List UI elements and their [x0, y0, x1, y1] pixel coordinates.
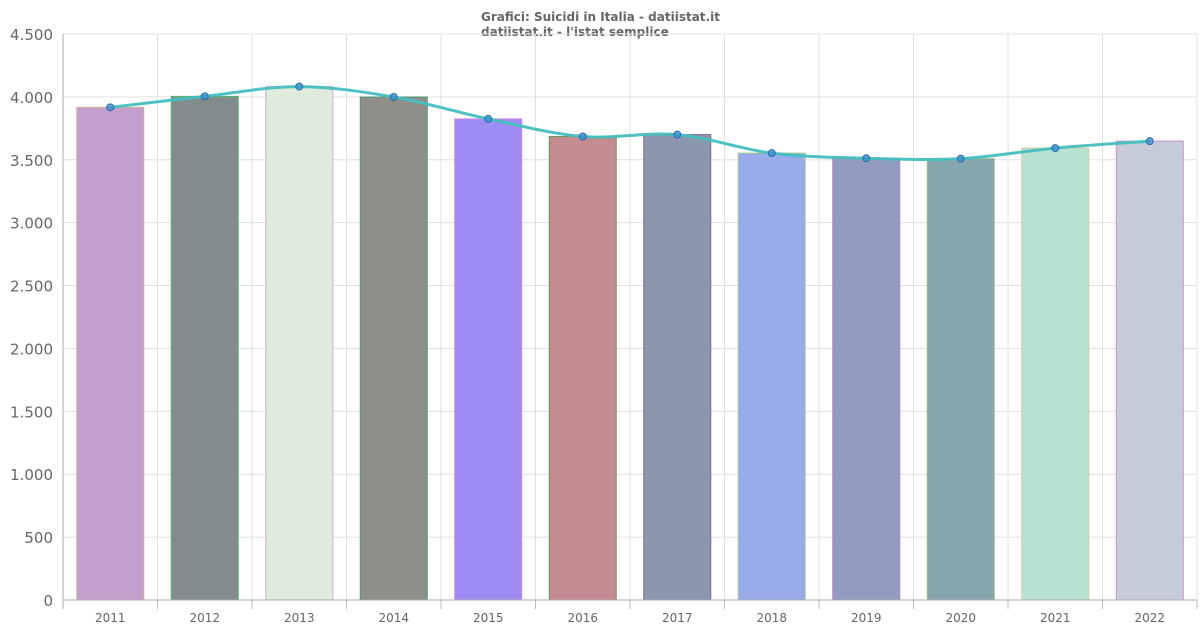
data-point-2020: [956, 154, 965, 163]
data-point-2015: [484, 114, 493, 123]
x-tick-label: 2015: [473, 611, 504, 625]
bar-2019: [832, 157, 901, 601]
bar-2016: [548, 136, 617, 601]
x-tick-label: 2017: [662, 611, 693, 625]
data-point-2018: [767, 149, 776, 158]
x-tick-label: 2014: [378, 611, 409, 625]
bar-2011: [76, 106, 145, 601]
trend-line: [110, 85, 1150, 162]
data-point-2011: [106, 103, 115, 112]
bar-2021: [1021, 147, 1090, 601]
data-point-2016: [578, 132, 587, 141]
x-tick-label: 2018: [756, 611, 787, 625]
y-tick-label: 4.500: [10, 26, 53, 44]
bar-2017: [643, 134, 712, 601]
data-point-2021: [1051, 144, 1060, 153]
x-tick-label: 2016: [567, 611, 598, 625]
x-tick-label: 2013: [284, 611, 315, 625]
chart-title-block: Grafici: Suicidi in Italia - datiistat.i…: [481, 10, 720, 40]
y-tick-label: 3.500: [10, 152, 53, 170]
y-tick-label: 4.000: [10, 89, 53, 107]
bar-2013: [265, 86, 334, 601]
x-tick-label: 2022: [1134, 611, 1165, 625]
bar-2012: [170, 95, 239, 601]
y-tick-label: 2.500: [10, 278, 53, 296]
data-point-2012: [200, 92, 209, 101]
x-tick-label: 2019: [851, 611, 882, 625]
data-point-2013: [295, 82, 304, 91]
y-tick-label: 3.000: [10, 215, 53, 233]
bar-2018: [737, 152, 806, 601]
chart-title: Grafici: Suicidi in Italia - datiistat.i…: [481, 10, 720, 24]
bar-2014: [359, 96, 428, 601]
y-tick-label: 1.500: [10, 403, 53, 421]
y-tick-label: 0: [43, 592, 53, 610]
x-tick-label: 2020: [945, 611, 976, 625]
bar-2015: [454, 118, 523, 601]
y-tick-label: 2.000: [10, 340, 53, 358]
x-tick-label: 2011: [95, 611, 126, 625]
y-tick-label: 500: [24, 529, 53, 547]
chart-subtitle: datiistat.it - l'istat semplice: [481, 25, 669, 39]
x-tick-label: 2021: [1040, 611, 1071, 625]
y-tick-label: 1.000: [10, 466, 53, 484]
data-point-2017: [673, 130, 682, 139]
data-point-2019: [862, 154, 871, 163]
bar-2020: [926, 158, 995, 601]
bar-2022: [1115, 140, 1184, 601]
x-tick-label: 2012: [189, 611, 220, 625]
data-point-2022: [1145, 137, 1154, 146]
data-point-2014: [389, 93, 398, 102]
